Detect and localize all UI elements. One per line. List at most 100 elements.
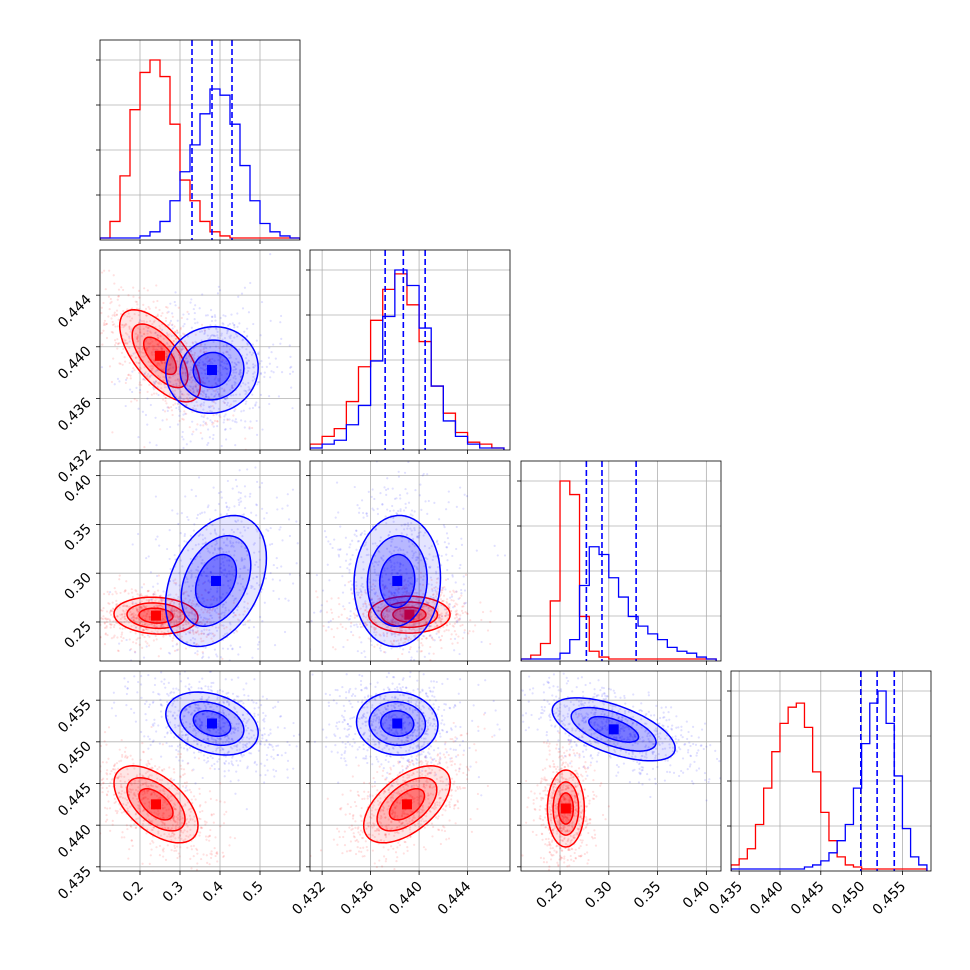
scatter-point	[405, 586, 408, 589]
scatter-point	[455, 505, 458, 508]
scatter-point	[223, 801, 226, 804]
scatter-point	[141, 348, 144, 351]
scatter-point	[239, 369, 242, 372]
scatter-point	[138, 296, 141, 299]
scatter-point	[356, 614, 359, 618]
scatter-point	[225, 505, 228, 508]
scatter-point	[184, 412, 187, 415]
scatter-point	[453, 649, 456, 652]
scatter-point	[418, 646, 421, 649]
scatter-point	[135, 307, 139, 310]
scatter-point	[430, 578, 433, 582]
scatter-point	[231, 387, 235, 390]
scatter-point	[211, 421, 214, 424]
scatter-point	[129, 319, 132, 322]
scatter-point	[177, 380, 180, 383]
histogram-series-0	[100, 59, 300, 240]
scatter-point	[148, 862, 151, 866]
scatter-point	[185, 623, 188, 626]
scatter-point	[243, 529, 247, 532]
scatter-point	[189, 628, 192, 632]
scatter-point	[145, 314, 148, 317]
scatter-point	[145, 645, 148, 648]
scatter-point	[182, 768, 186, 771]
scatter-point	[116, 298, 119, 301]
scatter-point	[177, 522, 180, 526]
scatter-point	[237, 295, 240, 298]
scatter-point	[206, 428, 210, 431]
scatter-point	[226, 401, 229, 404]
scatter-point	[102, 781, 105, 784]
scatter-point	[229, 836, 232, 839]
scatter-point	[302, 545, 304, 547]
scatter-point	[246, 366, 249, 369]
scatter-point	[159, 623, 163, 626]
scatter-point	[137, 407, 140, 410]
scatter-point	[158, 376, 162, 379]
hist-panel-1	[310, 250, 510, 450]
scatter-point	[197, 543, 200, 546]
scatter-point	[227, 609, 231, 612]
scatter-point	[121, 627, 124, 630]
scatter-point	[189, 301, 192, 304]
scatter-point	[232, 365, 235, 368]
scatter-point	[357, 511, 361, 514]
scatter-point	[80, 266, 82, 268]
scatter-point	[155, 392, 158, 395]
scatter-point	[223, 614, 226, 617]
scatter-point	[383, 486, 386, 489]
scatter-point	[220, 612, 223, 615]
scatter-point	[179, 410, 182, 413]
scatter-point	[211, 357, 214, 361]
scatter-point	[132, 616, 135, 619]
scatter-point	[211, 315, 214, 318]
scatter-point	[339, 548, 342, 551]
scatter-point	[233, 365, 236, 369]
scatter-point	[175, 382, 178, 385]
scatter-point	[204, 422, 207, 425]
scatter-point	[194, 618, 197, 621]
scatter-point	[408, 648, 412, 651]
scatter-point	[353, 681, 355, 683]
scatter-point	[195, 642, 198, 646]
scatter-point	[391, 504, 394, 508]
scatter-point	[181, 371, 184, 374]
scatter-point	[448, 590, 452, 593]
scatter-point	[175, 609, 178, 612]
scatter-point	[236, 608, 239, 612]
scatter-point	[108, 590, 112, 594]
scatter-point	[109, 619, 112, 622]
scatter-point	[160, 625, 163, 628]
scatter-point	[363, 684, 365, 686]
scatter-point	[104, 633, 107, 636]
scatter-point	[358, 507, 361, 510]
scatter-point	[212, 607, 215, 610]
scatter-point	[381, 602, 384, 605]
scatter-point	[194, 340, 197, 343]
scatter-point	[428, 634, 432, 637]
scatter-point	[165, 355, 168, 358]
scatter-point	[167, 651, 171, 654]
scatter-point	[343, 607, 346, 611]
scatter-point	[159, 334, 162, 338]
scatter-point	[205, 621, 209, 624]
scatter-point	[160, 618, 163, 622]
scatter-point	[150, 725, 153, 729]
scatter-point	[60, 636, 62, 638]
scatter-point	[209, 603, 212, 606]
scatter-point	[256, 643, 260, 646]
scatter-point	[238, 361, 241, 364]
scatter-point	[190, 376, 193, 380]
scatter-point	[146, 332, 149, 335]
scatter-point	[460, 592, 463, 595]
scatter-point	[147, 759, 150, 763]
scatter-point	[181, 430, 184, 434]
scatter-point	[176, 372, 179, 376]
scatter-point	[350, 622, 353, 625]
scatter-point	[133, 616, 136, 619]
scatter-point	[190, 845, 193, 848]
scatter-point	[221, 611, 224, 614]
scatter-point	[89, 607, 91, 609]
scatter-point	[131, 601, 134, 604]
scatter-point	[230, 386, 233, 390]
